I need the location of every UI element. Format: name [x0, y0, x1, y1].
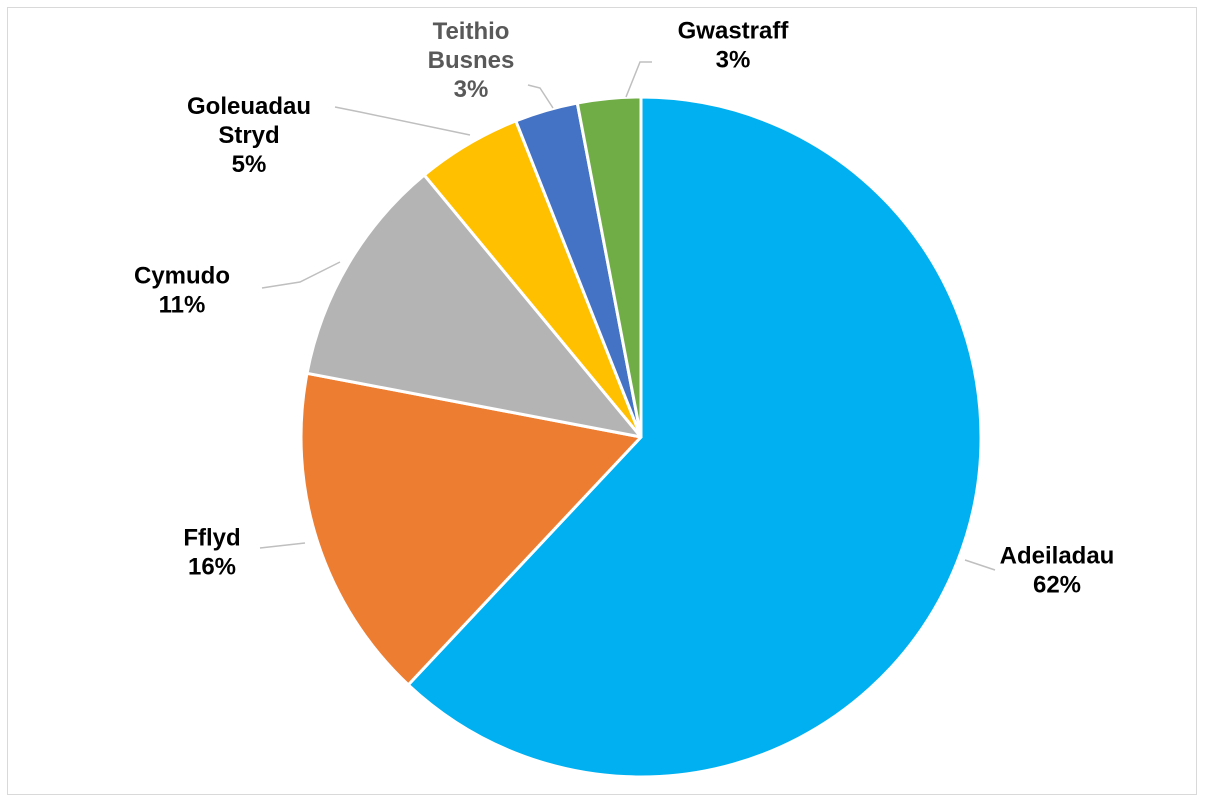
- label-percent: 11%: [159, 292, 206, 319]
- pie-slice-cymudo: [305, 173, 643, 439]
- leader-line-cymudo: [261, 261, 341, 289]
- leader-line-teithio-busnes: [527, 84, 554, 109]
- label-name: Gwastraff: [678, 18, 790, 45]
- leader-line-goleuadau-stryd: [334, 106, 471, 136]
- label-name: Teithio: [433, 18, 510, 45]
- label-name: Stryd: [218, 122, 279, 149]
- data-label-teithio-busnes: Teithio Busnes 3%: [428, 18, 515, 103]
- data-labels: Adeiladau 62% Fflyd 16% Cymudo 11% Goleuadau St…: [134, 18, 1114, 599]
- label-name: Busnes: [428, 47, 515, 74]
- label-percent: 16%: [188, 554, 236, 581]
- label-name: Goleuadau: [187, 93, 311, 120]
- label-percent: 5%: [232, 151, 267, 178]
- data-label-fflyd: Fflyd 16%: [183, 525, 240, 581]
- leader-line-gwastraff: [625, 61, 652, 98]
- label-name: Cymudo: [134, 263, 230, 290]
- pie-slice-gwastraff: [575, 95, 643, 439]
- data-label-gwastraff: Gwastraff 3%: [678, 18, 790, 74]
- label-name: Adeiladau: [1000, 543, 1115, 570]
- label-percent: 62%: [1033, 572, 1081, 599]
- data-label-adeiladau: Adeiladau 62%: [1000, 543, 1115, 599]
- leader-line-fflyd: [259, 542, 306, 549]
- label-name: Fflyd: [183, 525, 240, 552]
- pie-slice-fflyd: [299, 371, 643, 687]
- data-label-goleuadau-stryd: Goleuadau Stryd 5%: [187, 93, 311, 178]
- label-percent: 3%: [716, 47, 751, 74]
- pie-slices: [299, 95, 983, 779]
- leader-lines: [259, 61, 996, 571]
- leader-line-adeiladau: [964, 559, 996, 571]
- pie-slice-adeiladau: [406, 95, 983, 779]
- label-percent: 3%: [454, 76, 489, 103]
- data-label-cymudo: Cymudo 11%: [134, 263, 230, 319]
